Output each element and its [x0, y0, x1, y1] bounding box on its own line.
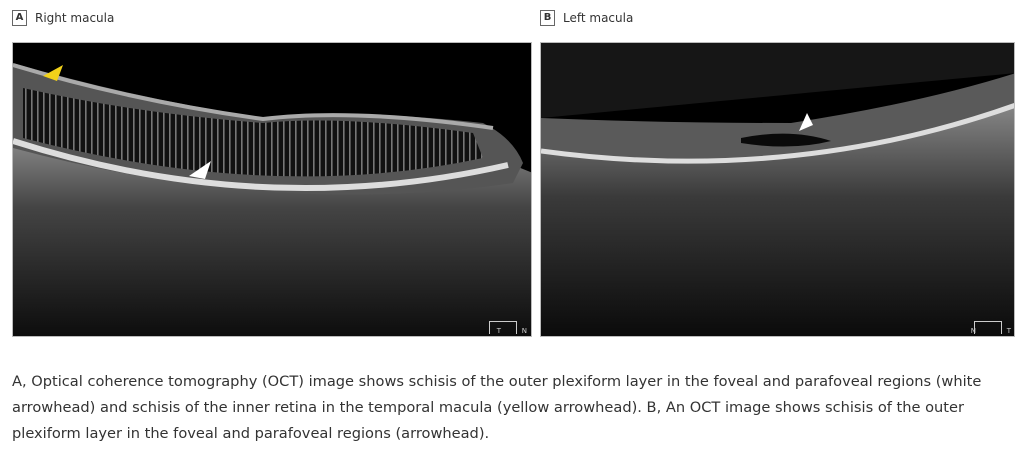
- panel-a-label: A Right macula: [12, 10, 114, 26]
- panel-a-letter: A: [12, 10, 27, 26]
- orientation-right: T: [1006, 327, 1011, 335]
- white-arrowhead-icon: [799, 113, 813, 131]
- panel-b-title: Left macula: [563, 11, 634, 25]
- scan-edge: [541, 43, 1014, 118]
- white-arrowhead-icon: [189, 161, 211, 179]
- schisis-cavities: [23, 88, 483, 177]
- yellow-arrowhead-icon: [43, 65, 63, 81]
- scale-bar: [489, 321, 517, 334]
- retina: [541, 73, 1014, 161]
- figure-caption: A, Optical coherence tomography (OCT) im…: [12, 373, 982, 442]
- schisis-cavity: [741, 133, 831, 147]
- orientation-left: N: [970, 327, 976, 335]
- orientation-left: T: [496, 327, 501, 335]
- rpe-band: [541, 103, 1014, 164]
- orientation-right: N: [521, 327, 527, 335]
- oct-image-right-macula: T N: [12, 42, 532, 337]
- panel-b-label: B Left macula: [540, 10, 633, 26]
- oct-image-left-macula: N T: [540, 42, 1015, 337]
- scale-bar: [974, 321, 1002, 334]
- panel-a-title: Right macula: [35, 11, 115, 25]
- rpe-band: [13, 138, 509, 192]
- panel-b-letter: B: [540, 10, 555, 26]
- nfl-band: [13, 63, 494, 130]
